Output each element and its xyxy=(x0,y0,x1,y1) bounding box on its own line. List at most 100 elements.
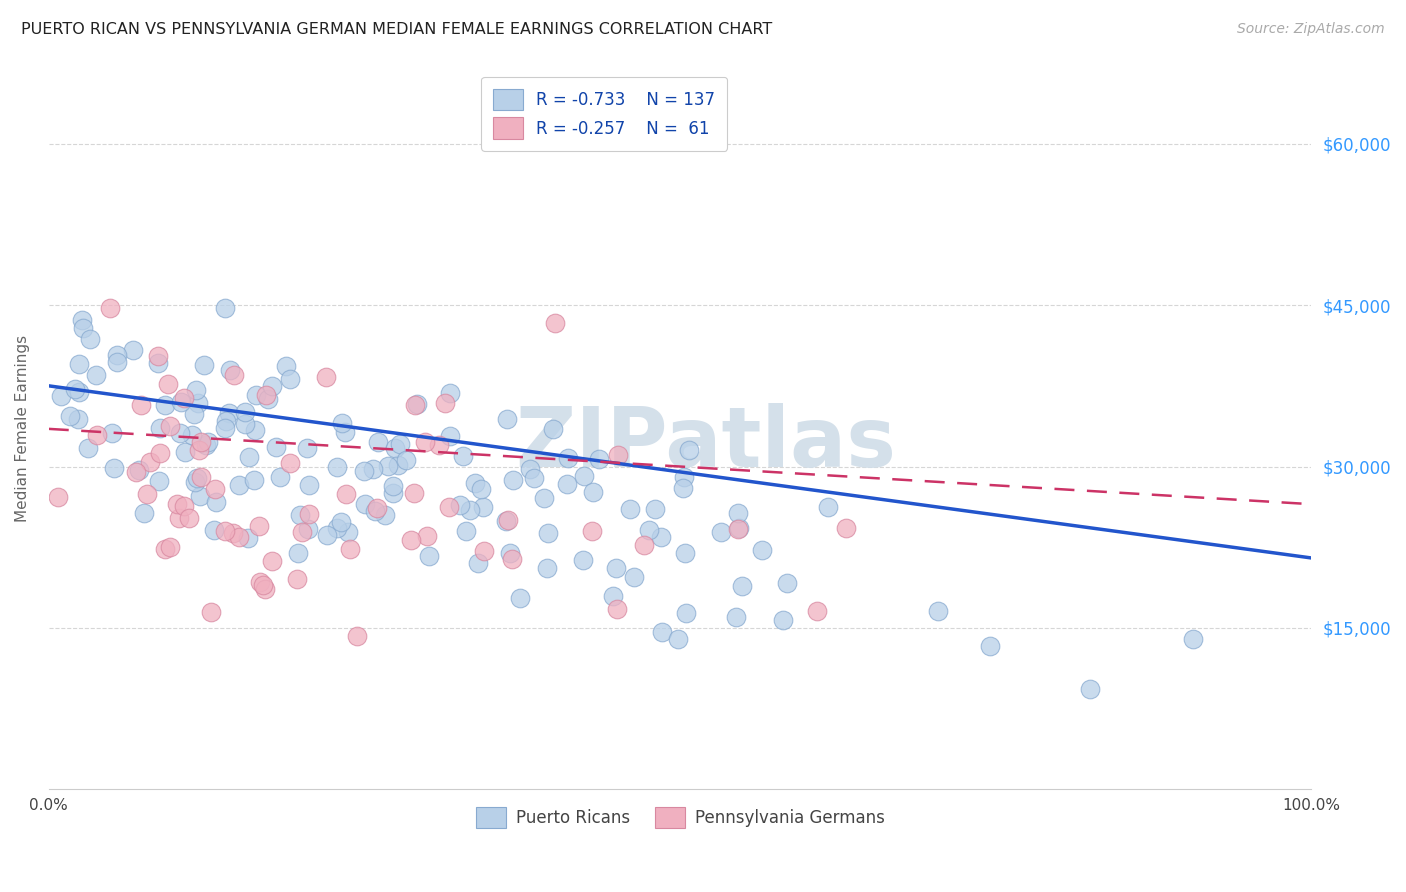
Point xyxy=(710,525,733,540)
Point xyxy=(243,423,266,437)
Point xyxy=(72,321,94,335)
Point xyxy=(404,398,426,412)
Point xyxy=(146,349,169,363)
Point xyxy=(533,491,555,505)
Point xyxy=(619,502,641,516)
Point xyxy=(353,464,375,478)
Point xyxy=(252,577,274,591)
Point xyxy=(346,629,368,643)
Point xyxy=(125,465,148,479)
Point xyxy=(806,604,828,618)
Point xyxy=(105,354,128,368)
Point xyxy=(776,575,799,590)
Point xyxy=(169,426,191,441)
Point xyxy=(243,473,266,487)
Point xyxy=(228,530,250,544)
Point xyxy=(214,414,236,428)
Point xyxy=(195,438,218,452)
Point xyxy=(456,524,478,538)
Point xyxy=(458,502,481,516)
Point xyxy=(605,561,627,575)
Point xyxy=(149,420,172,434)
Point xyxy=(633,538,655,552)
Point xyxy=(582,485,605,500)
Point xyxy=(200,605,222,619)
Point xyxy=(523,471,546,485)
Point xyxy=(298,508,321,522)
Point xyxy=(264,440,287,454)
Point xyxy=(437,500,460,515)
Point xyxy=(673,469,696,483)
Point xyxy=(86,428,108,442)
Point xyxy=(149,446,172,460)
Point xyxy=(374,508,396,522)
Point xyxy=(555,477,578,491)
Point xyxy=(139,455,162,469)
Point xyxy=(257,392,280,406)
Point xyxy=(416,529,439,543)
Point xyxy=(644,502,666,516)
Point xyxy=(724,610,747,624)
Point xyxy=(326,521,349,535)
Point xyxy=(291,524,314,539)
Point xyxy=(387,458,409,472)
Point xyxy=(382,479,405,493)
Point xyxy=(254,582,277,596)
Point xyxy=(177,511,200,525)
Point xyxy=(434,396,457,410)
Point xyxy=(495,514,517,528)
Point xyxy=(330,417,353,431)
Point xyxy=(202,523,225,537)
Point xyxy=(651,625,673,640)
Point xyxy=(103,461,125,475)
Point xyxy=(159,540,181,554)
Point xyxy=(377,459,399,474)
Point xyxy=(121,343,143,357)
Point xyxy=(439,386,461,401)
Point xyxy=(470,482,492,496)
Point xyxy=(170,395,193,409)
Point xyxy=(337,524,360,539)
Point xyxy=(247,518,270,533)
Point xyxy=(148,475,170,489)
Point xyxy=(727,522,749,536)
Point xyxy=(339,541,361,556)
Point xyxy=(66,411,89,425)
Point xyxy=(107,348,129,362)
Point xyxy=(366,501,388,516)
Point xyxy=(77,441,100,455)
Point xyxy=(190,469,212,483)
Point xyxy=(63,382,86,396)
Point xyxy=(572,469,595,483)
Point xyxy=(190,435,212,450)
Point xyxy=(678,442,700,457)
Point xyxy=(329,515,352,529)
Point xyxy=(186,471,208,485)
Point xyxy=(388,437,411,451)
Point xyxy=(623,570,645,584)
Point xyxy=(384,441,406,455)
Point xyxy=(297,522,319,536)
Point xyxy=(381,485,404,500)
Point xyxy=(1078,682,1101,697)
Point xyxy=(817,500,839,514)
Point xyxy=(204,482,226,496)
Point xyxy=(245,388,267,402)
Point xyxy=(269,470,291,484)
Point xyxy=(1182,632,1205,647)
Point xyxy=(638,524,661,538)
Point xyxy=(502,473,524,487)
Point xyxy=(367,434,389,449)
Point xyxy=(285,572,308,586)
Point xyxy=(464,476,486,491)
Point xyxy=(187,396,209,410)
Point xyxy=(772,613,794,627)
Point xyxy=(295,442,318,456)
Point xyxy=(67,385,90,400)
Point xyxy=(541,422,564,436)
Point xyxy=(834,521,856,535)
Point xyxy=(335,425,357,439)
Point xyxy=(181,427,204,442)
Point xyxy=(602,589,624,603)
Point xyxy=(315,528,337,542)
